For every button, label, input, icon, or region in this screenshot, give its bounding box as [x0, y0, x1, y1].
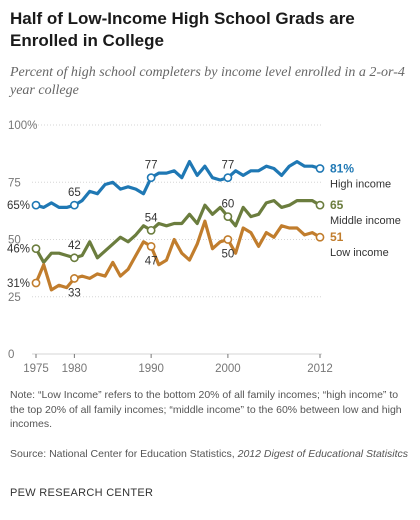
- y-tick-label: 25: [8, 292, 21, 304]
- point-marker: [31, 244, 41, 254]
- data-label: 65: [68, 187, 81, 199]
- x-tick-label: 2000: [215, 363, 241, 375]
- end-point-marker: [315, 232, 325, 242]
- data-label: 54: [145, 212, 158, 224]
- series-lines: [34, 160, 322, 292]
- data-label: 47: [145, 255, 158, 267]
- end-point-marker: [315, 200, 325, 210]
- point-marker: [146, 241, 156, 251]
- point-marker: [31, 200, 41, 210]
- end-value-high: 81%: [330, 162, 354, 176]
- point-marker: [69, 274, 79, 283]
- point-marker: [31, 278, 41, 288]
- series-line-low: [34, 219, 322, 292]
- end-value-middle: 65: [330, 198, 344, 212]
- series-end-labels: 81% High income 65 Middle income 51 Low incom…: [330, 162, 401, 260]
- data-label: 42: [68, 240, 81, 252]
- y-axis-ticks: 0 25 50 75 100%: [8, 120, 37, 361]
- point-marker: [223, 173, 233, 183]
- chart-title: Half of Low-Income High School Grads are…: [10, 9, 355, 50]
- point-marker: [223, 235, 233, 244]
- data-label: 65%: [7, 200, 30, 212]
- source-title: 2012 Digest of Educational Statisitcs: [237, 448, 409, 460]
- end-value-low: 51: [330, 230, 344, 244]
- data-label: 60: [221, 199, 234, 211]
- point-marker: [69, 200, 79, 210]
- y-tick-label: 0: [8, 349, 14, 361]
- annotation-markers: [31, 164, 325, 288]
- end-point-marker: [315, 164, 325, 173]
- point-marker: [69, 253, 79, 263]
- series-line-high: [34, 160, 322, 209]
- end-label-middle: Middle income: [330, 215, 401, 227]
- x-tick-label: 1980: [62, 363, 88, 375]
- gridlines: [32, 124, 322, 355]
- data-label: 77: [221, 160, 234, 172]
- y-tick-label: 75: [8, 177, 21, 189]
- x-axis-ticks: 1975 1980 1990 2000 2012: [23, 354, 333, 375]
- chart-subtitle: Percent of high school completers by inc…: [10, 65, 405, 98]
- data-label: 33: [68, 287, 81, 299]
- y-tick-label: 100%: [8, 120, 37, 132]
- y-tick-label: 50: [8, 235, 21, 247]
- chart-note: Note: “Low Income” refers to the bottom …: [10, 389, 402, 430]
- series-line-middle: [34, 199, 322, 264]
- organization-credit: PEW RESEARCH CENTER: [10, 487, 154, 499]
- data-label: 77: [145, 160, 158, 172]
- x-tick-label: 1990: [138, 363, 164, 375]
- line-chart: 0 25 50 75 100% 1975 1980 1990 2000 2012 65% 65 77…: [7, 120, 401, 375]
- annotation-labels: 65% 65 77 77 46% 42 54 60 31% 33 47 50: [7, 160, 234, 300]
- x-tick-label: 1975: [23, 363, 49, 375]
- data-label: 46%: [7, 244, 30, 256]
- point-marker: [146, 225, 156, 235]
- source-prefix: Source: National Center for Education St…: [10, 448, 238, 460]
- point-marker: [146, 173, 156, 183]
- chart-source: Source: National Center for Education St…: [10, 447, 412, 462]
- x-tick-label: 2012: [307, 363, 333, 375]
- end-label-high: High income: [330, 179, 391, 191]
- point-marker: [223, 212, 233, 221]
- data-label: 50: [221, 249, 234, 261]
- data-label: 31%: [7, 278, 30, 290]
- end-label-low: Low income: [330, 247, 389, 259]
